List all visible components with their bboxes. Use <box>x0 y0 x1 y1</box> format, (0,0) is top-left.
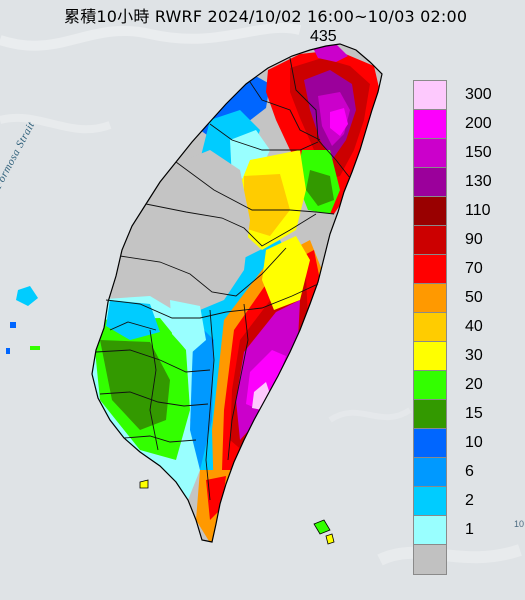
legend-label: 15 <box>465 405 483 422</box>
legend-swatch <box>413 283 447 314</box>
max-value-label: 435 <box>310 28 337 45</box>
legend-label: 110 <box>465 202 491 219</box>
county-borders <box>95 57 351 501</box>
legend-swatch <box>413 138 447 169</box>
legend-label: 130 <box>465 173 492 190</box>
legend-swatch <box>413 254 447 285</box>
legend-swatch <box>413 399 447 430</box>
legend-label: 40 <box>465 318 483 335</box>
legend-swatch <box>413 370 447 401</box>
legend-label: 6 <box>465 463 474 480</box>
precipitation-field <box>92 44 382 542</box>
legend-label: 30 <box>465 347 483 364</box>
legend-label: 10 <box>465 434 483 451</box>
legend-label: 200 <box>465 115 492 132</box>
legend-swatch <box>413 167 447 198</box>
legend-swatch <box>413 544 447 575</box>
legend-swatch <box>413 109 447 140</box>
map-title: 累積10小時 RWRF 2024/10/02 16:00~10/03 02:00 <box>64 7 468 26</box>
legend-swatch <box>413 80 447 111</box>
legend-swatch <box>413 515 447 546</box>
legend-label: 50 <box>465 289 483 306</box>
edge-tick-label: 10 <box>514 519 525 529</box>
legend-swatch <box>413 428 447 459</box>
legend-swatch <box>413 486 447 517</box>
island-outline <box>91 43 383 543</box>
legend-label: 150 <box>465 144 492 161</box>
legend-label: 300 <box>465 86 492 103</box>
legend-swatch <box>413 225 447 256</box>
offshore-islands <box>6 286 335 545</box>
legend-swatch <box>413 196 447 227</box>
legend-label: 1 <box>465 521 474 538</box>
legend-label: 2 <box>465 492 474 509</box>
legend-swatch <box>413 457 447 488</box>
legend-swatch <box>413 341 447 372</box>
legend-label: 70 <box>465 260 483 277</box>
legend-label: 90 <box>465 231 483 248</box>
legend-swatch <box>413 312 447 343</box>
legend-label: 20 <box>465 376 483 393</box>
